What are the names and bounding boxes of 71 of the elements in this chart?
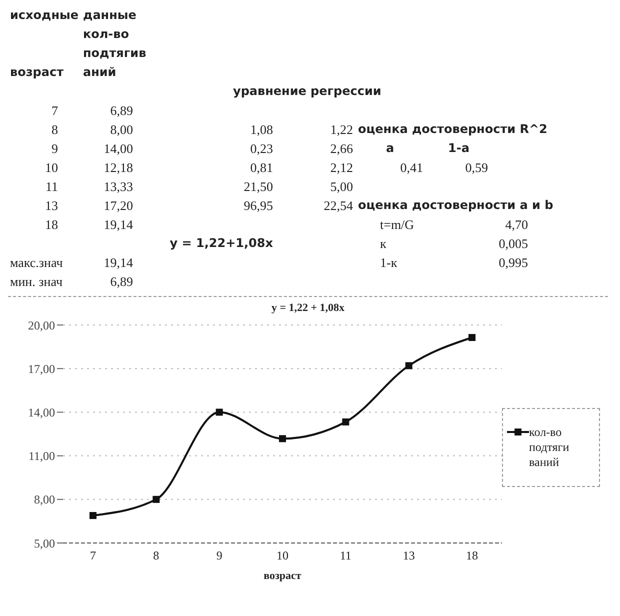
- text: 7: [52, 103, 58, 119]
- y-tick-label: 8,00: [34, 492, 55, 507]
- text: а: [386, 141, 394, 155]
- x-tick-label: 10: [276, 548, 288, 563]
- text: 13: [45, 198, 58, 214]
- text: 6,89: [110, 103, 133, 119]
- text: 2,12: [330, 160, 353, 176]
- text: 21,50: [244, 179, 273, 195]
- text: 0,005: [498, 236, 528, 252]
- text: уравнение регрессии: [233, 84, 382, 98]
- text: 0,23: [250, 141, 273, 157]
- text: исходные: [10, 8, 78, 22]
- x-tick-label: 13: [402, 548, 415, 563]
- y-tick-label: 17,00: [28, 362, 55, 376]
- point: [405, 362, 412, 370]
- text: 12,18: [104, 160, 133, 176]
- text: 1-а: [448, 141, 470, 155]
- legend-label: кол-во подтяги ваний: [529, 424, 570, 470]
- point: [468, 334, 476, 341]
- text: 18: [45, 217, 58, 233]
- text: 8,00: [110, 122, 133, 138]
- text: 5,00: [330, 179, 353, 195]
- text: 14,00: [104, 141, 133, 157]
- text: аний: [83, 65, 116, 79]
- text: 10: [45, 160, 58, 176]
- text: 96,95: [244, 198, 273, 214]
- text: 17,20: [104, 198, 133, 214]
- point: [279, 435, 286, 442]
- point: [152, 496, 160, 503]
- y-tick-label: 14,00: [28, 405, 55, 420]
- text: 1-к: [380, 255, 398, 271]
- point: [342, 418, 350, 426]
- text: 1,08: [250, 122, 273, 138]
- point: [90, 512, 96, 520]
- text: кол-во: [83, 27, 129, 41]
- text: данные: [83, 8, 136, 22]
- text: 0,81: [250, 160, 273, 176]
- text: t=m/G: [380, 217, 414, 233]
- text: макс.знач: [10, 255, 63, 271]
- text: мин. знач: [10, 274, 63, 290]
- text: 8: [52, 122, 58, 138]
- text: 4,70: [505, 217, 528, 233]
- x-tick-label: 7: [90, 548, 96, 563]
- x-tick-label: 11: [340, 548, 352, 563]
- point: [216, 408, 223, 416]
- text: оценка достоверности a и b: [358, 198, 554, 212]
- text: 1,22: [330, 122, 353, 138]
- text: y = 1,22+1,08x: [170, 236, 273, 250]
- text: 22,54: [324, 198, 353, 214]
- x-axis-title: возраст: [264, 570, 302, 582]
- text: 11: [45, 179, 58, 195]
- text: возраст: [10, 65, 64, 79]
- text: 0,41: [400, 160, 423, 176]
- y-tick-label: 5,00: [34, 536, 55, 550]
- text: 9: [52, 141, 58, 157]
- y-tick-label: 11,00: [28, 449, 55, 464]
- text: подтягив: [83, 46, 146, 60]
- x-tick-label: 8: [153, 548, 160, 563]
- chart-title: y = 1,22 + 1,08x: [271, 302, 346, 314]
- text: оценка достоверности R^2: [358, 122, 548, 136]
- text: 19,14: [104, 255, 133, 271]
- text: к: [380, 236, 386, 252]
- text: 0,995: [498, 255, 528, 271]
- x-tick-label: 18: [466, 548, 478, 563]
- text: 19,14: [104, 217, 133, 233]
- text: 2,66: [330, 141, 353, 157]
- x-tick-label: 9: [216, 548, 222, 563]
- y-tick-label: 20,00: [28, 318, 55, 332]
- text: 13,33: [104, 179, 133, 195]
- text: 6,89: [110, 274, 133, 290]
- text: 0,59: [465, 160, 488, 176]
